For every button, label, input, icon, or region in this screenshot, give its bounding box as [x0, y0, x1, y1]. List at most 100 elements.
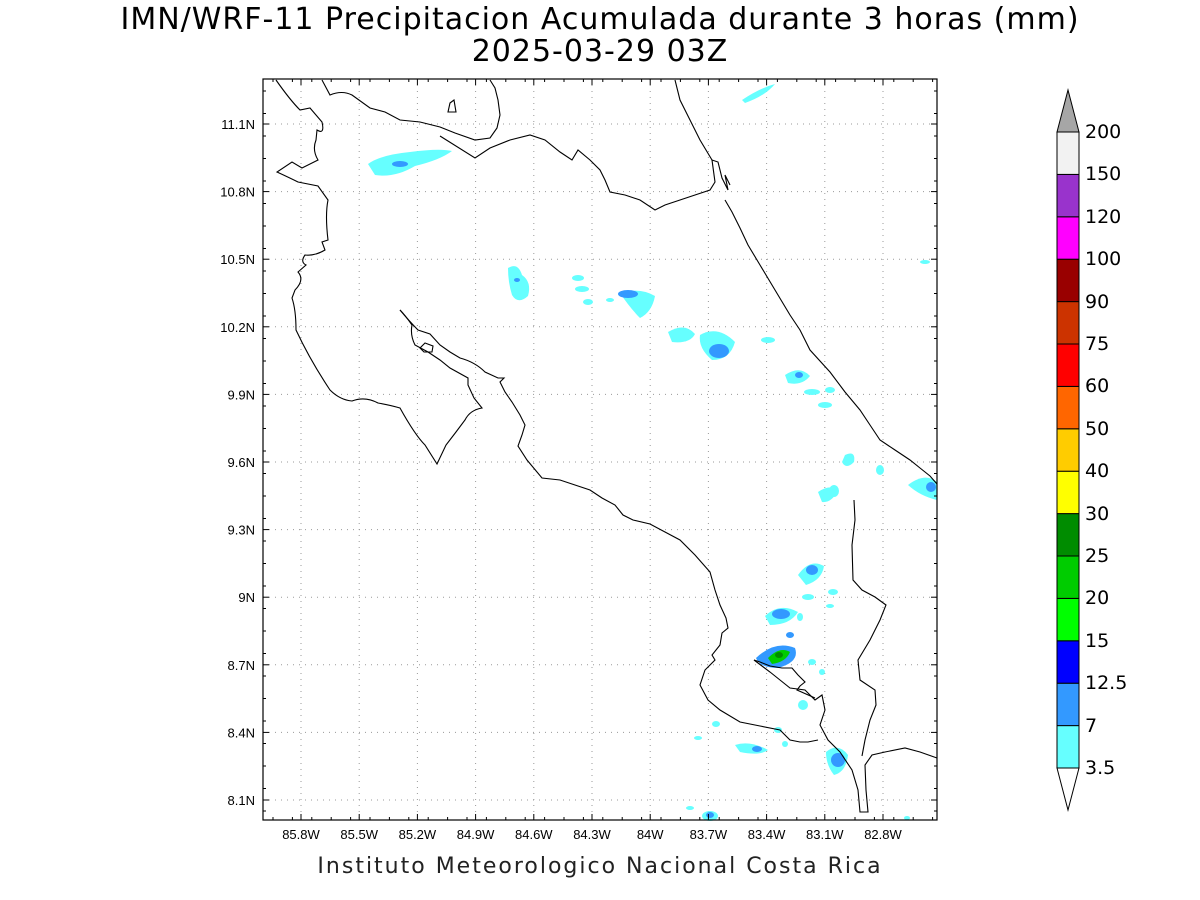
- lat-tick-label: 10.5N: [220, 252, 255, 267]
- precip-core: [752, 746, 762, 752]
- precip-area: [798, 700, 808, 710]
- precip-area: [368, 149, 452, 176]
- panama-border: [851, 499, 887, 757]
- lat-tick-label: 9.6N: [228, 455, 255, 470]
- precip-colorbar: [1056, 88, 1080, 812]
- colorbar-over-arrow: [1056, 88, 1080, 133]
- colorbar-segment: [1056, 513, 1080, 557]
- precip-area: [686, 806, 694, 810]
- colorbar-label: 25: [1085, 545, 1110, 567]
- precip-area: [508, 266, 530, 301]
- colorbar-label: 40: [1085, 460, 1110, 483]
- precip-area: [572, 275, 584, 281]
- precip-area: [735, 743, 768, 754]
- lon-tick-label: 83.4W: [748, 827, 786, 842]
- precip-core: [795, 372, 803, 378]
- precip-core: [926, 482, 936, 492]
- nicaragua-lake-shore: [275, 79, 484, 466]
- colorbar-label: 200: [1085, 121, 1122, 143]
- lat-tick-label: 9N: [238, 590, 255, 605]
- colorbar-segment: [1056, 301, 1080, 345]
- colorbar-segment: [1056, 173, 1080, 218]
- lon-tick-label: 85.2W: [399, 827, 437, 842]
- colorbar-label: 15: [1085, 629, 1110, 652]
- colorbar-segment: [1056, 640, 1080, 684]
- lon-tick-label: 84.9W: [457, 827, 495, 842]
- colorbar-segment: [1056, 725, 1080, 769]
- precip-area: [694, 736, 702, 740]
- colorbar-label: 12.5: [1085, 672, 1128, 695]
- colorbar-segment: [1056, 385, 1080, 430]
- lat-tick-label: 10.2N: [220, 320, 255, 335]
- lon-tick-label: 85.5W: [340, 827, 378, 842]
- map-gridlines: [263, 79, 937, 820]
- precip-area: [618, 290, 638, 298]
- precip-area: [742, 84, 775, 103]
- coastlines: [275, 79, 938, 813]
- precip-area: [606, 298, 614, 302]
- precip-core: [806, 565, 818, 575]
- precip-area: [828, 589, 838, 595]
- precip-area: [802, 594, 814, 600]
- precip-area: [829, 485, 839, 497]
- precip-area: [819, 669, 825, 675]
- precip-core: [706, 812, 714, 818]
- lon-tick-label: 83.7W: [690, 827, 728, 842]
- colorbar-under-arrow: [1056, 767, 1080, 812]
- lon-tick-label: 84.3W: [573, 827, 611, 842]
- precip-area: [668, 327, 695, 343]
- precip-core: [772, 609, 790, 619]
- precip-area: [842, 453, 855, 466]
- lon-tick-label: 83.1W: [806, 827, 844, 842]
- lat-tick-label: 8.4N: [228, 725, 255, 740]
- precip-core: [775, 652, 783, 658]
- colorbar-label: 100: [1085, 248, 1122, 271]
- colorbar-segment: [1056, 682, 1080, 727]
- precipitation-areas: [368, 84, 937, 821]
- precip-area: [876, 465, 884, 475]
- colorbar-label: 150: [1085, 163, 1122, 186]
- golfo-dulce-coast: [753, 659, 938, 813]
- colorbar-label: 90: [1085, 290, 1110, 313]
- caribbean-coast: [674, 79, 938, 485]
- colorbar-label: 75: [1085, 333, 1110, 355]
- colorbar-label: 60: [1085, 375, 1110, 398]
- colorbar-segment: [1056, 131, 1080, 175]
- colorbar-segment: [1056, 470, 1080, 515]
- precip-core: [392, 161, 408, 167]
- map-valid-time: 2025-03-29 03Z: [471, 34, 729, 69]
- precip-core: [514, 278, 520, 282]
- north-coast: [321, 79, 501, 141]
- precip-area: [920, 260, 930, 264]
- precip-core: [709, 344, 729, 358]
- lon-tick-label: 82.8W: [864, 827, 902, 842]
- map-frame: [262, 78, 938, 821]
- precip-area: [583, 299, 593, 305]
- lat-tick-label: 9.3N: [228, 523, 255, 538]
- precip-area: [575, 286, 589, 292]
- lat-tick-label: 8.1N: [228, 793, 255, 808]
- colorbar-segment: [1056, 428, 1080, 472]
- colorbar-label: 3.5: [1085, 757, 1116, 779]
- lat-tick-label: 10.8N: [220, 185, 255, 200]
- institution-footer: Instituto Meteorologico Nacional Costa R…: [317, 854, 883, 879]
- axis-ticks: 85.8W 85.5W 85.2W 84.9W 84.6W 84.3W 84W 83.7W 83…: [220, 79, 937, 842]
- colorbar-segment: [1056, 258, 1080, 303]
- lat-tick-label: 8.7N: [228, 658, 255, 673]
- precip-area: [797, 613, 803, 621]
- map-title: IMN/WRF-11 Precipitacion Acumulada duran…: [120, 2, 1080, 37]
- osa-peninsula: [753, 659, 816, 699]
- precip-area: [826, 604, 834, 608]
- precip-area: [808, 659, 816, 665]
- nicaragua-border: [439, 134, 731, 211]
- colorbar-label: 20: [1085, 587, 1110, 610]
- lon-tick-label: 85.8W: [282, 827, 320, 842]
- precip-area: [818, 402, 832, 408]
- precip-core: [831, 753, 845, 767]
- precip-core: [786, 632, 794, 638]
- colorbar-label: 30: [1085, 502, 1110, 525]
- precip-area: [904, 816, 910, 820]
- precip-area: [712, 721, 720, 727]
- lon-tick-label: 84.6W: [515, 827, 553, 842]
